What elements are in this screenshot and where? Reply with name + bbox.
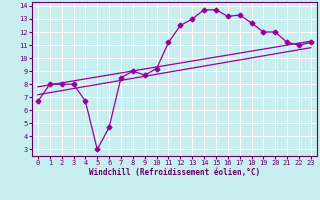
X-axis label: Windchill (Refroidissement éolien,°C): Windchill (Refroidissement éolien,°C) <box>89 168 260 177</box>
